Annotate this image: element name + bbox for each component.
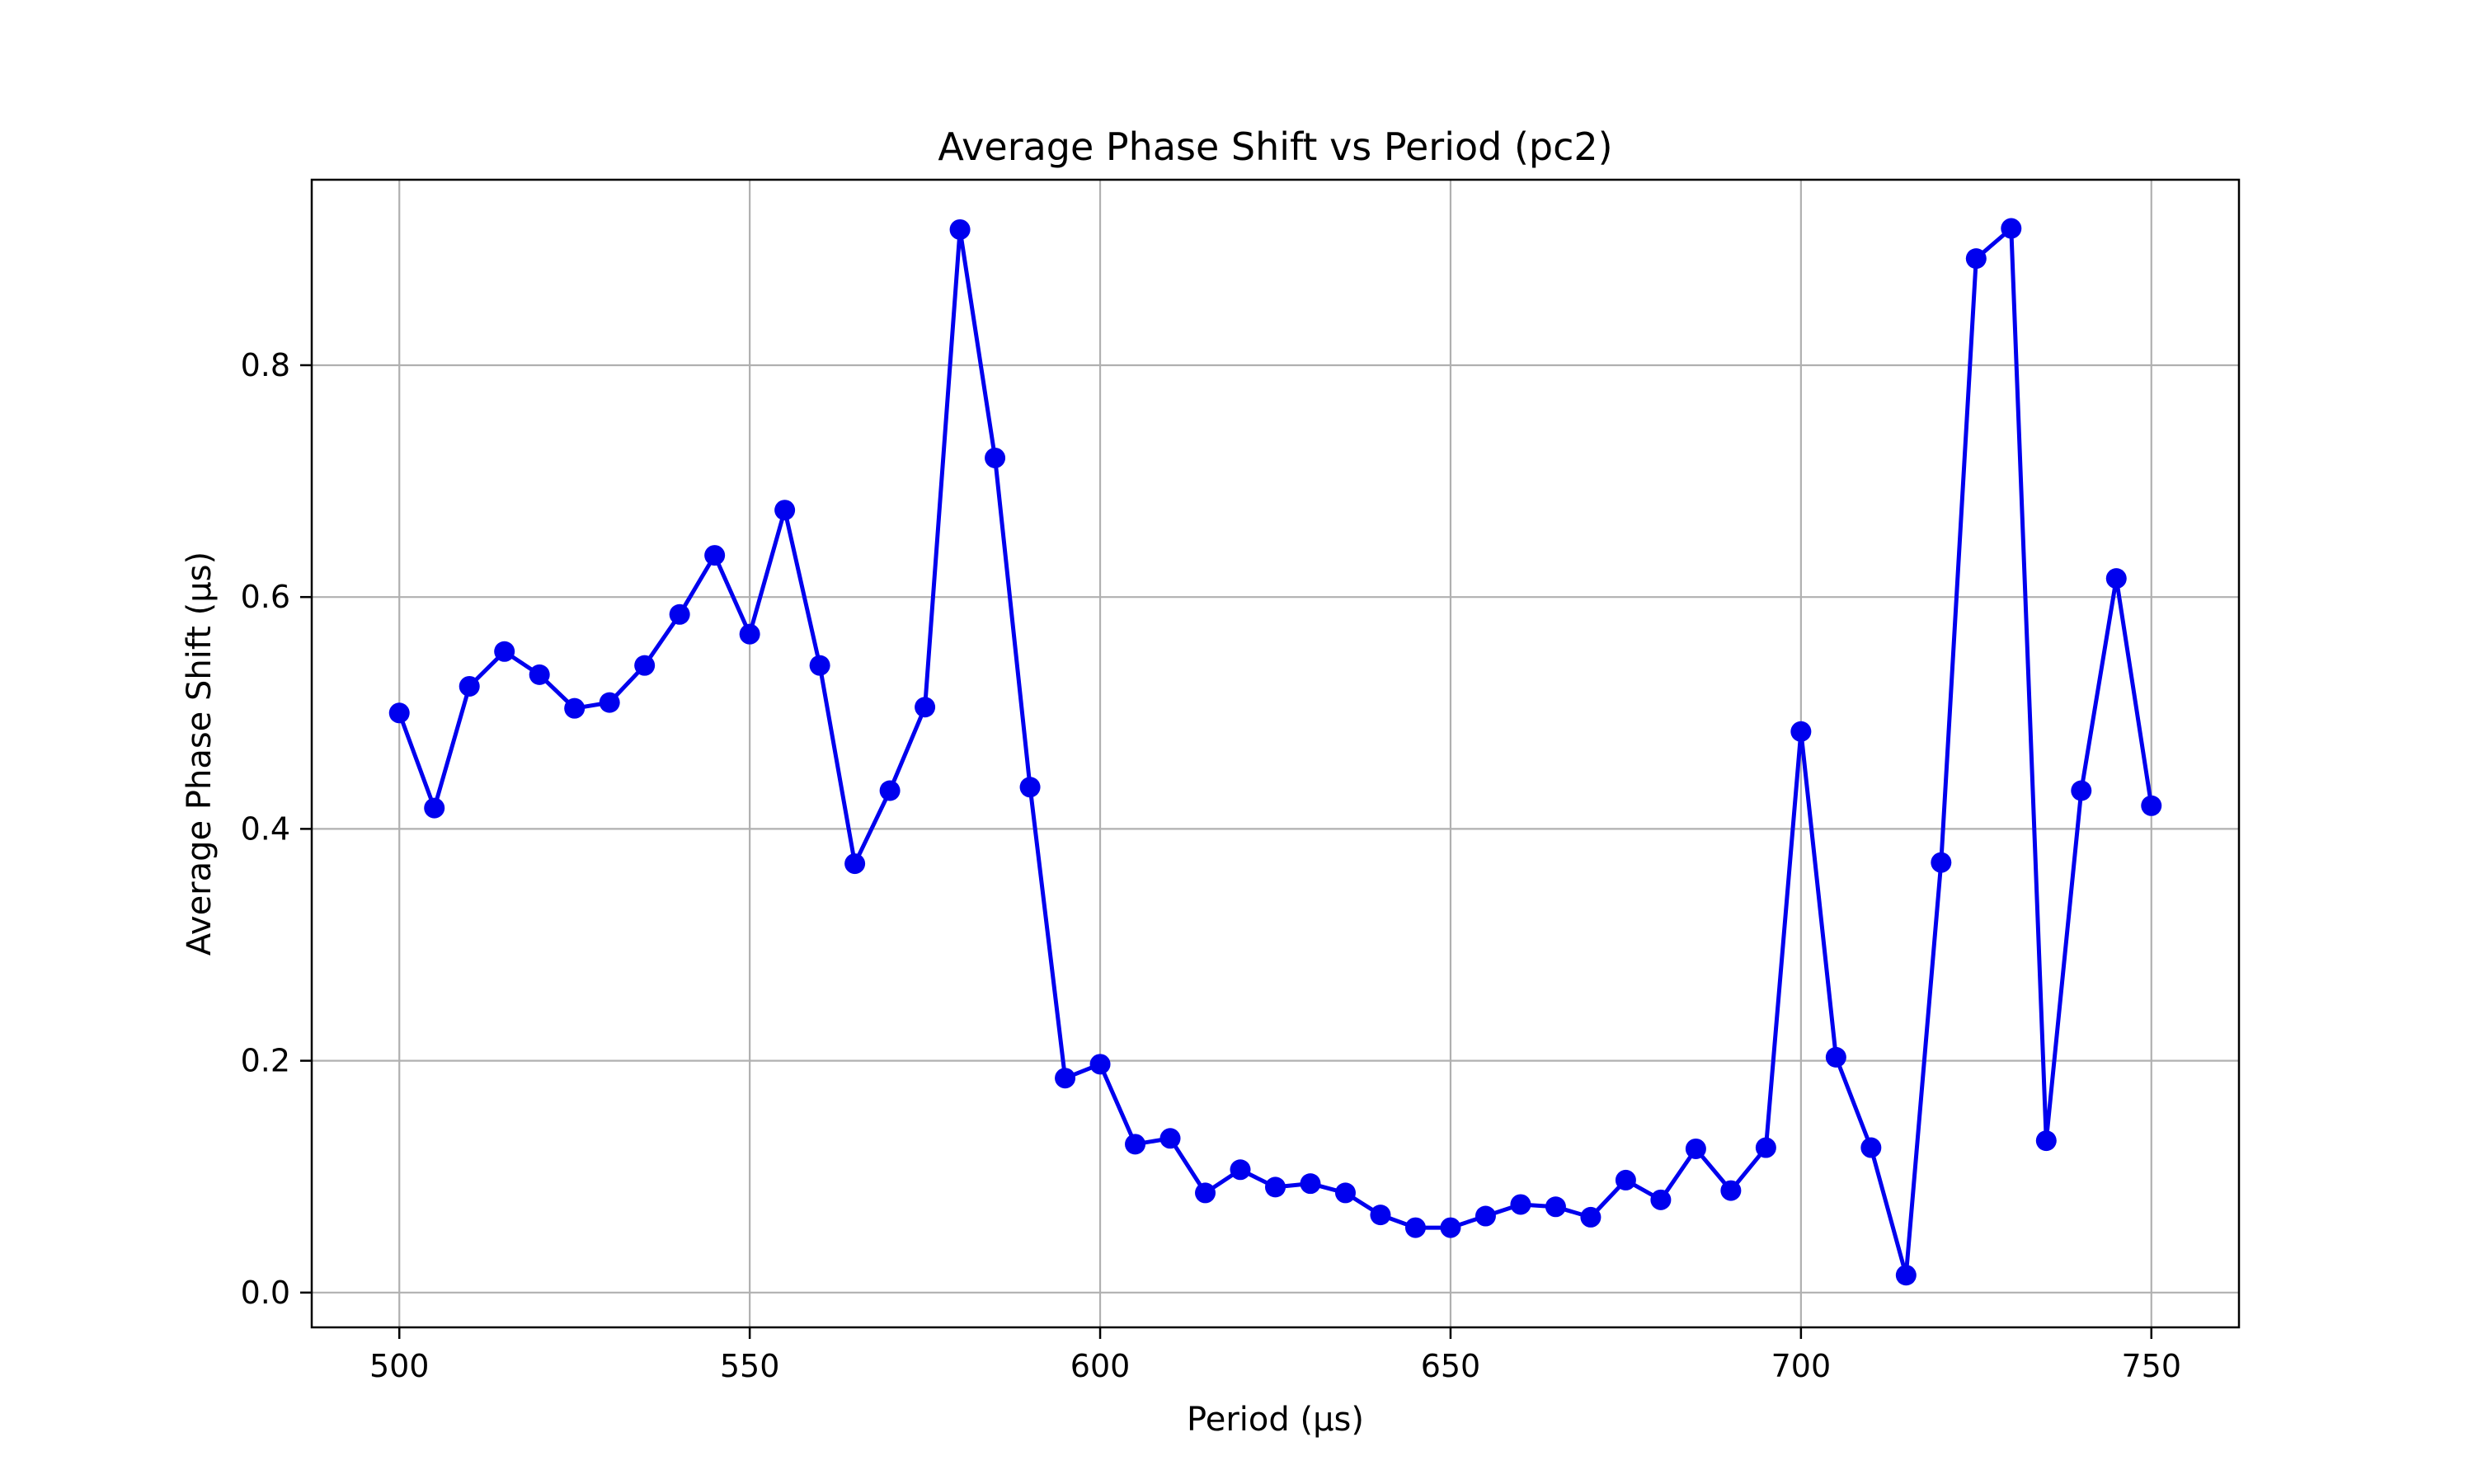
y-tick-label: 0.6 [241, 579, 290, 615]
data-point [1125, 1134, 1146, 1155]
data-point [1545, 1196, 1566, 1218]
data-point [1404, 1217, 1426, 1238]
data-point [809, 655, 830, 676]
data-point [1300, 1173, 1321, 1195]
grid-layer [312, 180, 2239, 1327]
data-point [1615, 1169, 1636, 1190]
data-point [1089, 1054, 1111, 1075]
data-point [1755, 1137, 1776, 1158]
ticks-layer: 500 550 600 650 700 750 0.0 0.2 0.4 0.6 0.8 [241, 347, 2181, 1384]
data-point [1265, 1176, 1286, 1198]
y-tick-label: 0.4 [241, 810, 290, 847]
data-point [1055, 1068, 1076, 1089]
data-point [704, 545, 726, 566]
data-point [1334, 1182, 1356, 1204]
data-point [949, 218, 971, 240]
data-point [1860, 1137, 1882, 1158]
y-tick-label: 0.2 [241, 1043, 290, 1079]
chart-title: Average Phase Shift vs Period (pc2) [938, 124, 1612, 169]
data-point [388, 702, 410, 724]
data-point [1475, 1205, 1496, 1227]
data-point [1931, 852, 1952, 873]
data-point [1720, 1180, 1742, 1201]
data-point [1895, 1265, 1917, 1286]
plot-area-frame [310, 178, 2241, 1329]
y-tick-label: 0.0 [241, 1275, 290, 1311]
x-tick-label: 500 [369, 1348, 430, 1384]
data-point [844, 853, 866, 875]
x-tick-label: 550 [720, 1348, 780, 1384]
data-point [529, 664, 550, 685]
x-tick-label: 750 [2122, 1348, 2182, 1384]
data-point [669, 603, 690, 625]
data-point [494, 641, 515, 662]
data-point [1370, 1205, 1391, 1226]
data-point [1790, 721, 1812, 742]
data-point [2035, 1130, 2057, 1152]
data-point [1440, 1217, 1461, 1238]
data-point [1230, 1159, 1251, 1181]
data-point [2141, 795, 2162, 816]
data-point [1825, 1046, 1846, 1068]
data-point [774, 500, 796, 521]
data-point [599, 692, 620, 713]
data-point [1650, 1189, 1672, 1210]
x-tick-label: 700 [1771, 1348, 1832, 1384]
x-tick-label: 650 [1421, 1348, 1481, 1384]
y-tick-label: 0.8 [241, 347, 290, 383]
data-point [1965, 248, 1987, 270]
data-point [1580, 1206, 1602, 1228]
data-point [1019, 777, 1041, 798]
data-point [739, 623, 760, 645]
data-point [564, 697, 586, 719]
data-point [424, 797, 445, 819]
data-point [879, 780, 901, 801]
data-point [1685, 1138, 1706, 1159]
data-point [459, 675, 480, 697]
x-axis-label: Period (µs) [1187, 1401, 1364, 1439]
y-axis-label: Average Phase Shift (µs) [181, 552, 219, 956]
data-point [2105, 568, 2127, 589]
data-point [1195, 1182, 1216, 1204]
series-line [397, 226, 2154, 1278]
x-tick-label: 600 [1070, 1348, 1131, 1384]
data-point [915, 697, 936, 718]
data-point [1159, 1128, 1181, 1149]
data-point [985, 447, 1006, 468]
series-layer [388, 218, 2162, 1286]
data-point [2001, 218, 2022, 239]
data-point [1510, 1194, 1531, 1215]
data-point [634, 655, 656, 676]
data-point [2071, 780, 2092, 801]
